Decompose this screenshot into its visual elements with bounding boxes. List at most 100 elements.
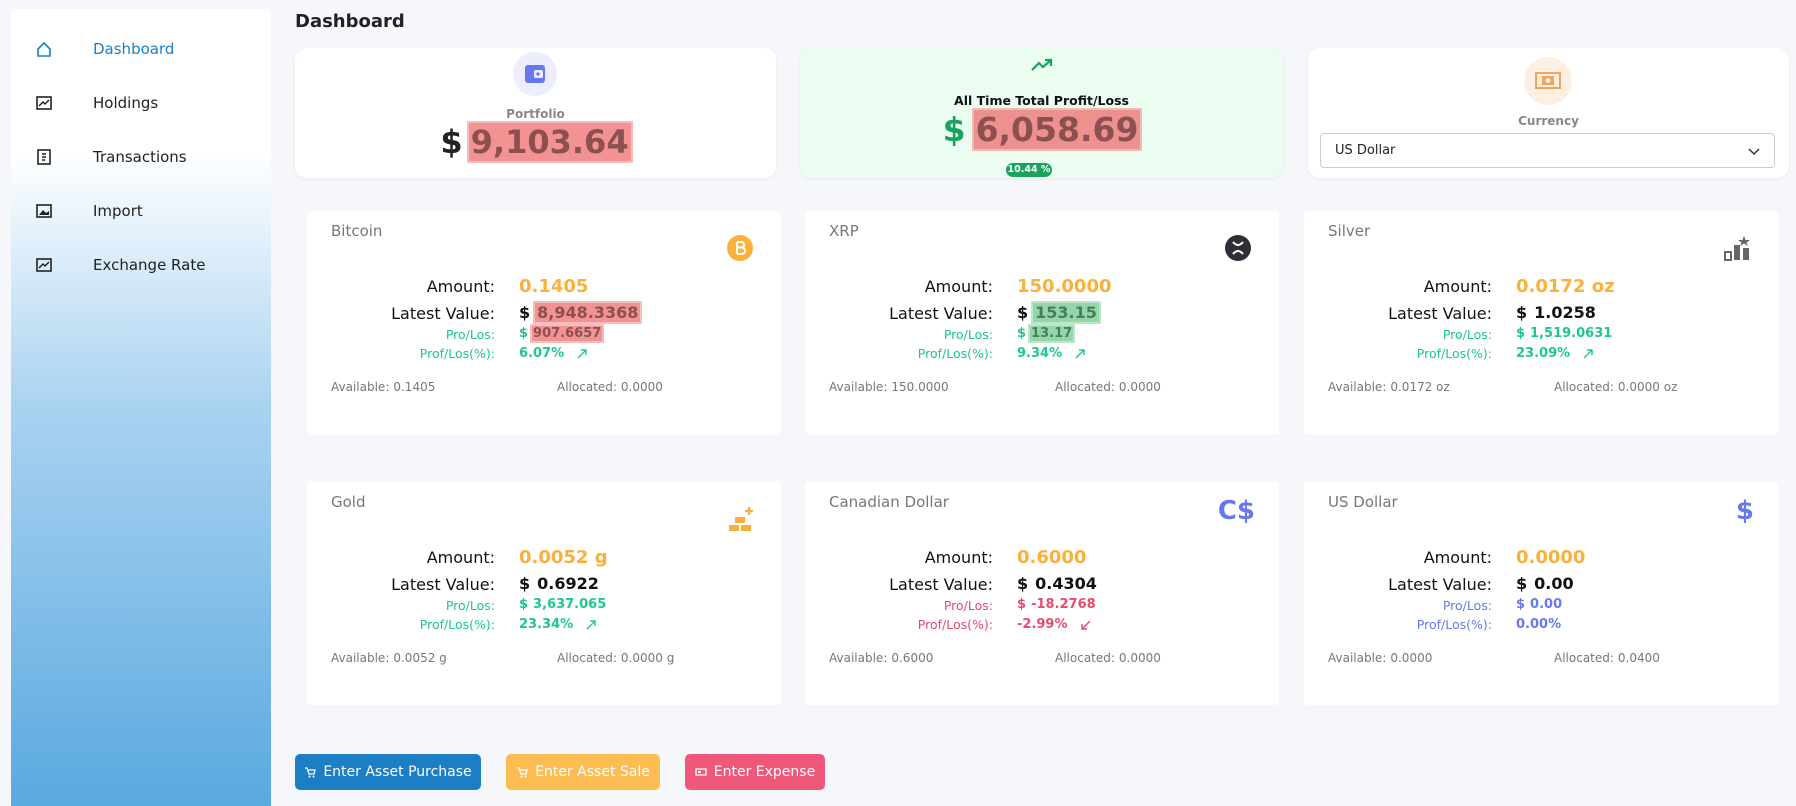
dropdown-arrow-svg — [1748, 148, 1760, 156]
allocated: Allocated: 0.0000 g — [557, 651, 674, 665]
available-label: Available: — [829, 380, 888, 394]
available-value: 0.0000 — [1390, 651, 1433, 665]
allocated-label: Allocated: — [1554, 380, 1614, 394]
available-value: 0.1405 — [393, 380, 436, 394]
button-label: Enter Asset Sale — [535, 764, 650, 780]
available-value: 0.6000 — [891, 651, 934, 665]
row-label: Amount: — [426, 277, 495, 296]
currency-card: Currency US Dollar — [1308, 48, 1789, 178]
row-label: Prof/Los(%): — [1416, 346, 1492, 361]
currency-select[interactable]: US Dollar — [1320, 133, 1775, 168]
row-label: Latest Value: — [889, 304, 993, 323]
button-icon — [516, 766, 528, 778]
plp-value: 23.34% — [519, 617, 597, 632]
asset-icon — [1225, 235, 1253, 263]
amount: 9,103.64 — [466, 121, 633, 163]
latest-value: $0.4304 — [1017, 574, 1099, 593]
allocated-label: Allocated: — [557, 651, 617, 665]
row-label: Amount: — [1423, 277, 1492, 296]
asset-card: US Dollar $ Amount: 0.0000 Latest Value: $0.0… — [1304, 482, 1778, 705]
currency-label: Currency — [1518, 114, 1579, 128]
nav-item[interactable]: Import — [35, 199, 143, 223]
available: Available: 0.0172 oz — [1328, 380, 1450, 394]
nav-item[interactable]: Holdings — [35, 91, 158, 115]
action-button[interactable]: Enter Expense — [685, 754, 825, 790]
plp-amount: 6.07% — [519, 346, 565, 361]
allocated: Allocated: 0.0000 — [557, 380, 663, 394]
currency-symbol: $ — [1516, 597, 1526, 612]
latest-value: $8,948.3368 — [519, 301, 643, 324]
nav-label: Dashboard — [93, 40, 175, 58]
latest-amount: 0.4304 — [1035, 574, 1097, 593]
available-label: Available: — [1328, 380, 1387, 394]
nav-item[interactable]: Transactions — [35, 145, 187, 169]
allocated-label: Allocated: — [1554, 651, 1614, 665]
latest-amount: 1.0258 — [1534, 303, 1596, 322]
button-label: Enter Expense — [713, 764, 816, 780]
row-label: Pro/Los: — [445, 598, 495, 613]
asset-name: Bitcoin — [331, 222, 383, 240]
available: Available: 0.6000 — [829, 651, 933, 665]
row-label: Prof/Los(%): — [917, 346, 993, 361]
currency-selected: US Dollar — [1335, 143, 1396, 158]
row-label: Pro/Los: — [943, 327, 993, 342]
pl-amount: 13.17 — [1028, 324, 1076, 343]
allocated: Allocated: 0.0000 — [1055, 651, 1161, 665]
latest-value: $0.00 — [1516, 574, 1576, 593]
available: Available: 0.0052 g — [331, 651, 447, 665]
nav-item[interactable]: Dashboard — [35, 37, 174, 61]
portfolio-icon — [513, 52, 557, 96]
currency-symbol: $ — [1017, 597, 1027, 612]
allocated-label: Allocated: — [1055, 380, 1115, 394]
pl-value: $0.00 — [1516, 597, 1563, 612]
available: Available: 0.1405 — [331, 380, 435, 394]
action-button[interactable]: Enter Asset Purchase — [295, 754, 481, 790]
pl-amount: -18.2768 — [1031, 597, 1096, 612]
row-label: Latest Value: — [1388, 575, 1492, 594]
asset-card: Gold Amount: 0.0052 g Latest Value: $0.6922 P… — [307, 482, 781, 705]
allocated-value: 0.0400 — [1617, 651, 1660, 665]
available: Available: 0.0000 — [1328, 651, 1432, 665]
latest-amount: 153.15 — [1031, 301, 1101, 324]
row-label: Latest Value: — [1388, 304, 1492, 323]
amount-value: 0.1405 — [519, 276, 589, 297]
button-icon — [304, 766, 317, 778]
asset-icon-svg — [1225, 235, 1251, 261]
asset-icon-svg — [729, 507, 753, 531]
row-label: Prof/Los(%): — [917, 617, 993, 632]
dropdown-arrow — [1748, 148, 1760, 156]
pl-value: $1,519.0631 — [1516, 326, 1613, 341]
button-icon — [695, 766, 707, 778]
nav-icon-svg — [36, 96, 52, 110]
nav-icon-svg — [37, 149, 51, 165]
profit-percent-badge: 10.44 % — [1006, 163, 1052, 177]
latest-value: $1.0258 — [1516, 303, 1598, 322]
currency-symbol: $ — [1017, 303, 1029, 322]
allocated-value: 0.0000 — [1118, 380, 1161, 394]
available-label: Available: — [331, 380, 390, 394]
nav-label: Exchange Rate — [93, 256, 206, 274]
available-value: 150.0000 — [891, 380, 949, 394]
currency-symbol: $ — [440, 123, 463, 161]
pl-amount: 0.00 — [1530, 597, 1563, 612]
nav-icon — [35, 256, 73, 274]
currency-icon — [1524, 57, 1572, 105]
row-label: Latest Value: — [391, 575, 495, 594]
allocated-value: 0.0000 — [620, 380, 663, 394]
profit-card: All Time Total Profit/Loss $6,058.69 10.44… — [800, 48, 1283, 178]
currency-symbol: $ — [1516, 326, 1526, 341]
currency-icon-svg — [1524, 57, 1572, 105]
plp-amount: 23.09% — [1516, 346, 1571, 361]
currency-symbol: $ — [519, 597, 529, 612]
currency-symbol: $ — [519, 574, 531, 593]
profit-value: $6,058.69 — [800, 108, 1283, 151]
profit-label: All Time Total Profit/Loss — [954, 93, 1129, 108]
nav-item[interactable]: Exchange Rate — [35, 253, 205, 277]
asset-card: XRP Amount: 150.0000 Latest Value: $153.15 Pr… — [805, 211, 1279, 434]
action-button[interactable]: Enter Asset Sale — [506, 754, 660, 790]
latest-amount: 0.00 — [1534, 574, 1574, 593]
asset-icon — [727, 506, 755, 534]
available-value: 0.0172 oz — [1390, 380, 1450, 394]
amount-value: 0.6000 — [1017, 547, 1087, 568]
